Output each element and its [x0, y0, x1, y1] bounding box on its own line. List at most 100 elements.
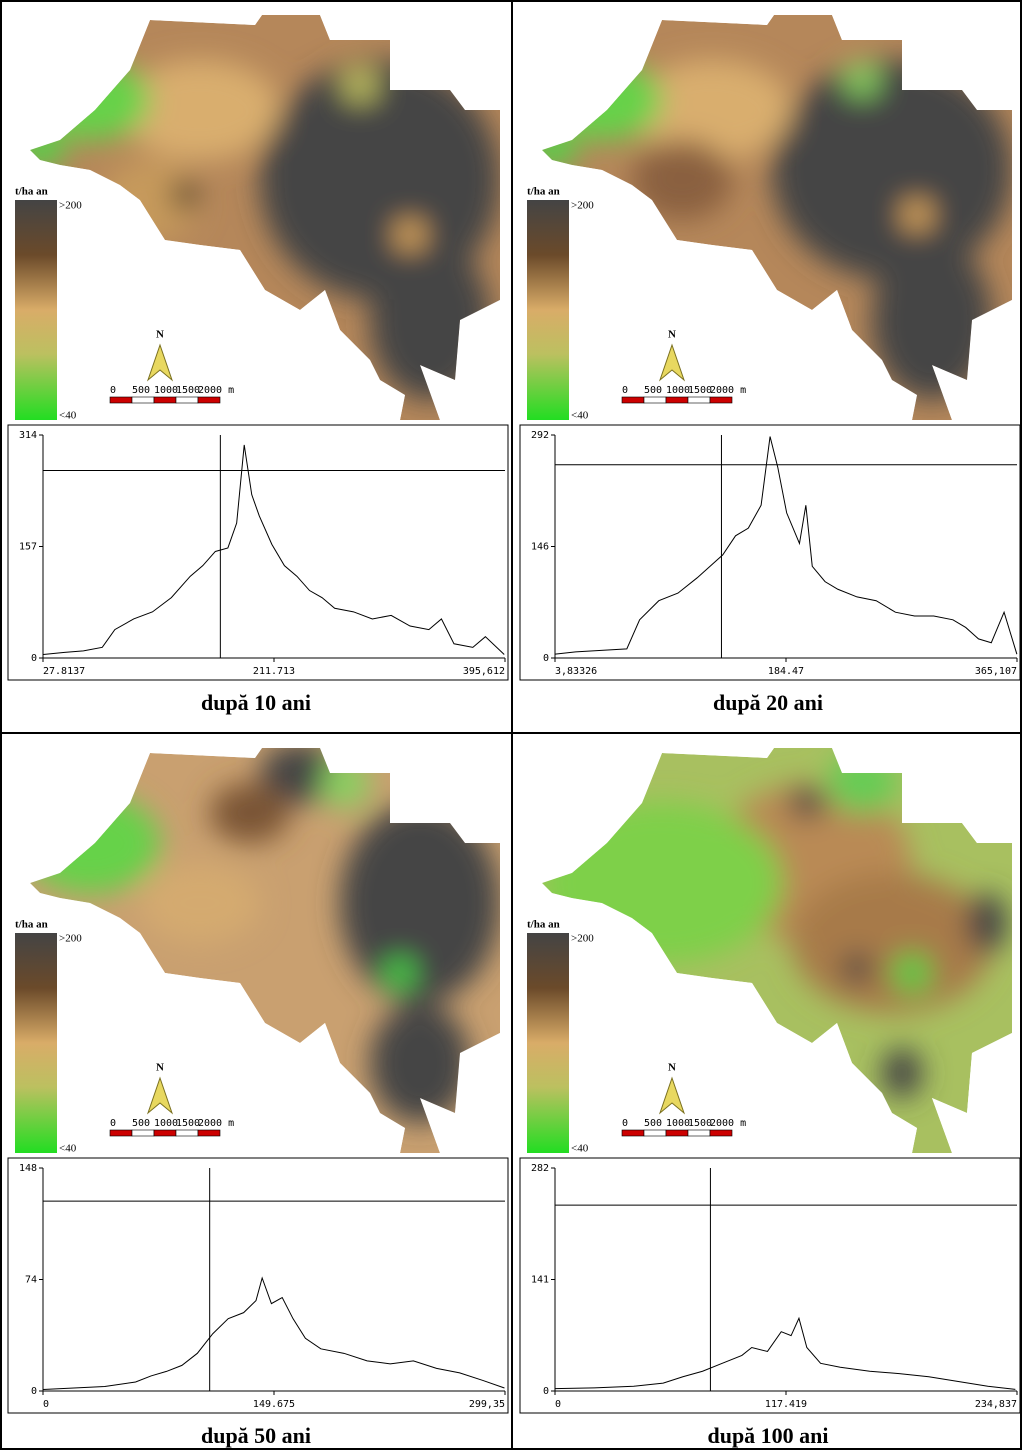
- map-zone: [892, 953, 932, 993]
- caption: după 100 ani: [707, 1423, 828, 1448]
- y-tick-label: 146: [531, 542, 549, 553]
- map-zone: [542, 60, 662, 140]
- caption: după 50 ani: [201, 1423, 311, 1448]
- histogram-box: [520, 1158, 1020, 1413]
- legend-bar: [15, 200, 57, 420]
- y-tick-label: 0: [31, 1386, 37, 1397]
- x-tick-label: 149.675: [253, 1399, 295, 1410]
- histogram-box: [8, 425, 508, 680]
- scale-label: 500: [132, 385, 150, 396]
- scale-segment: [132, 397, 154, 403]
- legend-max: >200: [59, 200, 82, 212]
- scale-segment: [622, 397, 644, 403]
- scale-segment: [644, 1130, 666, 1136]
- legend-bar: [15, 933, 57, 1153]
- scale-label: 1000: [154, 385, 178, 396]
- scale-label: 500: [644, 385, 662, 396]
- scale-label: 1500: [688, 1118, 712, 1129]
- scale-segment: [688, 397, 710, 403]
- caption: după 20 ani: [713, 690, 823, 715]
- x-tick-label: 211.713: [253, 666, 295, 677]
- x-tick-label: 365,107: [975, 666, 1017, 677]
- map-zone: [789, 788, 825, 818]
- scale-label: 1500: [176, 1118, 200, 1129]
- y-tick-label: 74: [25, 1275, 37, 1286]
- scale-segment: [710, 397, 732, 403]
- x-tick-label: 299,35: [469, 1399, 505, 1410]
- x-tick-label: 0: [555, 1399, 561, 1410]
- y-tick-label: 0: [543, 1386, 549, 1397]
- scale-segment: [198, 397, 220, 403]
- scale-segment: [110, 1130, 132, 1136]
- x-tick-label: 117.419: [765, 1399, 807, 1410]
- scale-segment: [710, 1130, 732, 1136]
- x-tick-label: 234,837: [975, 1399, 1017, 1410]
- map-zone: [772, 60, 1012, 280]
- scale-label: 1000: [154, 1118, 178, 1129]
- y-tick-label: 148: [19, 1163, 37, 1174]
- scale-label: 1000: [666, 385, 690, 396]
- map-zone: [842, 953, 872, 983]
- scale-label: 0: [110, 385, 116, 396]
- x-tick-label: 3,83326: [555, 666, 597, 677]
- map-zone: [15, 135, 65, 165]
- legend-bar: [527, 933, 569, 1153]
- scale-label: 1500: [688, 385, 712, 396]
- scale-segment: [154, 1130, 176, 1136]
- scale-segment: [110, 397, 132, 403]
- y-tick-label: 141: [531, 1275, 549, 1286]
- north-arrow: [660, 1078, 684, 1113]
- legend-min: <40: [59, 410, 77, 422]
- scale-label: 2000 m: [710, 1118, 746, 1129]
- x-tick-label: 0: [43, 1399, 49, 1410]
- scale-label: 0: [622, 385, 628, 396]
- north-label: N: [668, 329, 676, 341]
- legend-min: <40: [59, 1143, 77, 1155]
- map: [20, 743, 500, 1153]
- map-zone: [370, 1003, 470, 1123]
- scale-segment: [176, 1130, 198, 1136]
- map-zone: [395, 220, 425, 250]
- scale-segment: [666, 1130, 688, 1136]
- x-tick-label: 395,612: [463, 666, 505, 677]
- legend-min: <40: [571, 1143, 589, 1155]
- north-arrow: [148, 345, 172, 380]
- north-label: N: [668, 1062, 676, 1074]
- scale-segment: [176, 397, 198, 403]
- legend-unit: t/ha an: [527, 186, 560, 198]
- legend-max: >200: [571, 200, 594, 212]
- scale-label: 2000 m: [710, 385, 746, 396]
- legend-unit: t/ha an: [15, 186, 48, 198]
- scale-label: 1500: [176, 385, 200, 396]
- legend-unit: t/ha an: [527, 919, 560, 931]
- map-zone: [210, 783, 290, 843]
- x-tick-label: 27.8137: [43, 666, 85, 677]
- map: [542, 748, 1012, 1153]
- north-label: N: [156, 329, 164, 341]
- map-zone: [20, 793, 160, 893]
- map-zone: [370, 240, 490, 400]
- map-zone: [385, 958, 415, 988]
- scale-segment: [622, 1130, 644, 1136]
- y-tick-label: 0: [543, 653, 549, 664]
- map-zone: [527, 135, 577, 165]
- map-zone: [320, 758, 370, 808]
- scale-label: 2000 m: [198, 385, 234, 396]
- map-zone: [30, 60, 150, 140]
- histogram-box: [8, 1158, 508, 1413]
- scale-label: 500: [644, 1118, 662, 1129]
- map-zone: [827, 753, 897, 813]
- scale-label: 500: [132, 1118, 150, 1129]
- scale-label: 0: [622, 1118, 628, 1129]
- map-zone: [792, 873, 992, 1013]
- y-tick-label: 314: [19, 430, 37, 441]
- legend-bar: [527, 200, 569, 420]
- map-zone: [171, 181, 199, 209]
- histogram-box: [520, 425, 1020, 680]
- scale-segment: [644, 397, 666, 403]
- legend-max: >200: [571, 933, 594, 945]
